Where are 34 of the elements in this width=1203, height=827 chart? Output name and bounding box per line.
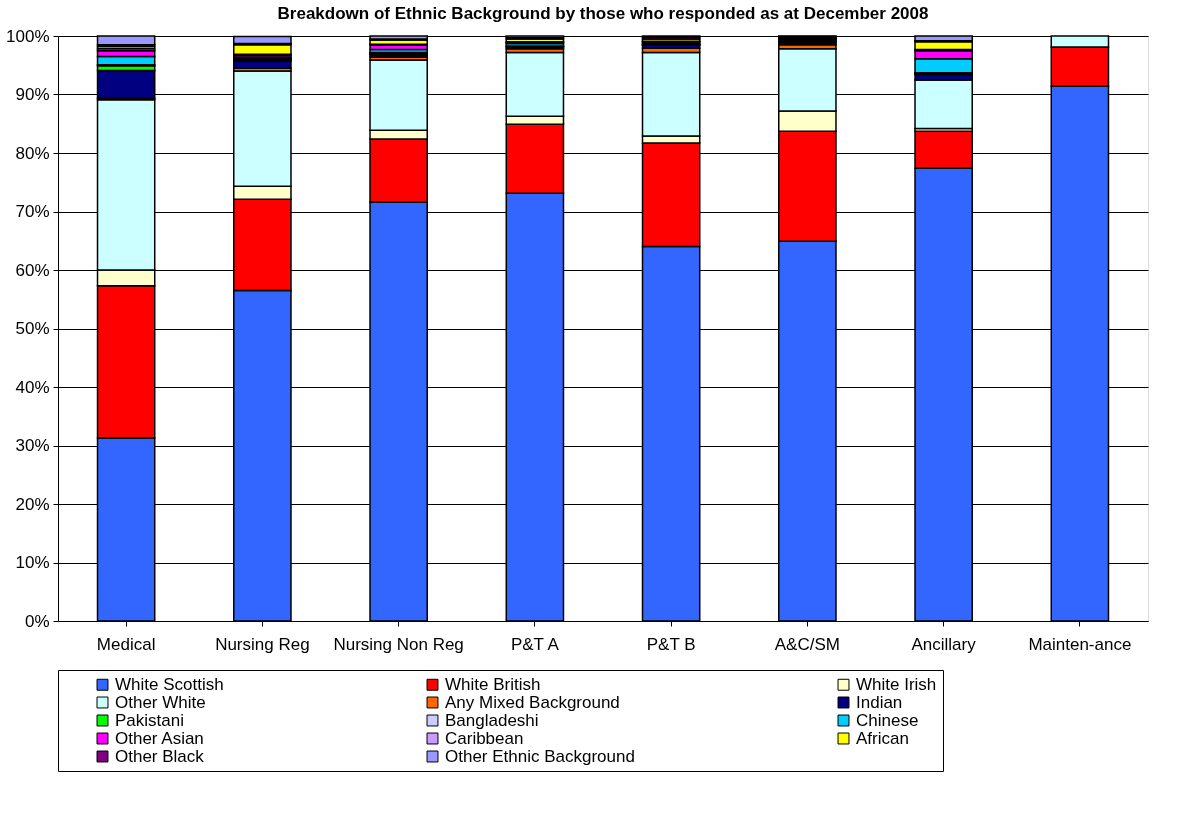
legend-label: Other Black [115, 746, 205, 766]
y-tick-label: 80% [15, 143, 50, 163]
y-tick-label: 20% [15, 494, 50, 514]
legend-label: Indian [856, 692, 903, 712]
legend-label: White Irish [856, 674, 937, 694]
x-tick-label: Mainten-ance [1028, 634, 1132, 654]
y-tick-label: 100% [6, 26, 50, 46]
y-tick-label: 40% [15, 377, 50, 397]
legend-label: African [856, 728, 909, 748]
chart-title: Breakdown of Ethnic Background by those who responded as at December 2008 [277, 4, 929, 23]
x-tick-label: Nursing Non Reg [333, 634, 464, 654]
y-tick-label: 30% [15, 436, 50, 455]
legend-label: Other Ethnic Background [445, 746, 635, 766]
x-tick-label: Nursing Reg [215, 634, 310, 654]
y-tick-label: 60% [15, 260, 50, 280]
x-tick-label: Ancillary [911, 634, 977, 654]
x-tick-label: Medical [96, 634, 156, 654]
x-tick-label: P&T A [510, 634, 560, 654]
x-tick-label: P&T B [646, 634, 696, 654]
legend-label: Any Mixed Background [445, 692, 620, 712]
y-tick-label: 0% [24, 611, 50, 631]
y-tick-label: 50% [15, 319, 50, 338]
legend-label: Other Asian [115, 728, 204, 748]
legend-label: Other White [115, 692, 206, 712]
legend-label: Pakistani [115, 710, 184, 730]
y-tick-label: 70% [15, 202, 50, 221]
x-tick-label: A&C/SM [774, 634, 840, 654]
y-tick-label: 90% [15, 85, 50, 104]
legend-label: Bangladeshi [445, 710, 539, 730]
legend-label: White Scottish [115, 674, 224, 694]
legend-label: Chinese [856, 710, 919, 730]
legend-label: White British [445, 674, 541, 694]
y-tick-label: 10% [15, 553, 50, 572]
legend-label: Caribbean [445, 728, 524, 748]
